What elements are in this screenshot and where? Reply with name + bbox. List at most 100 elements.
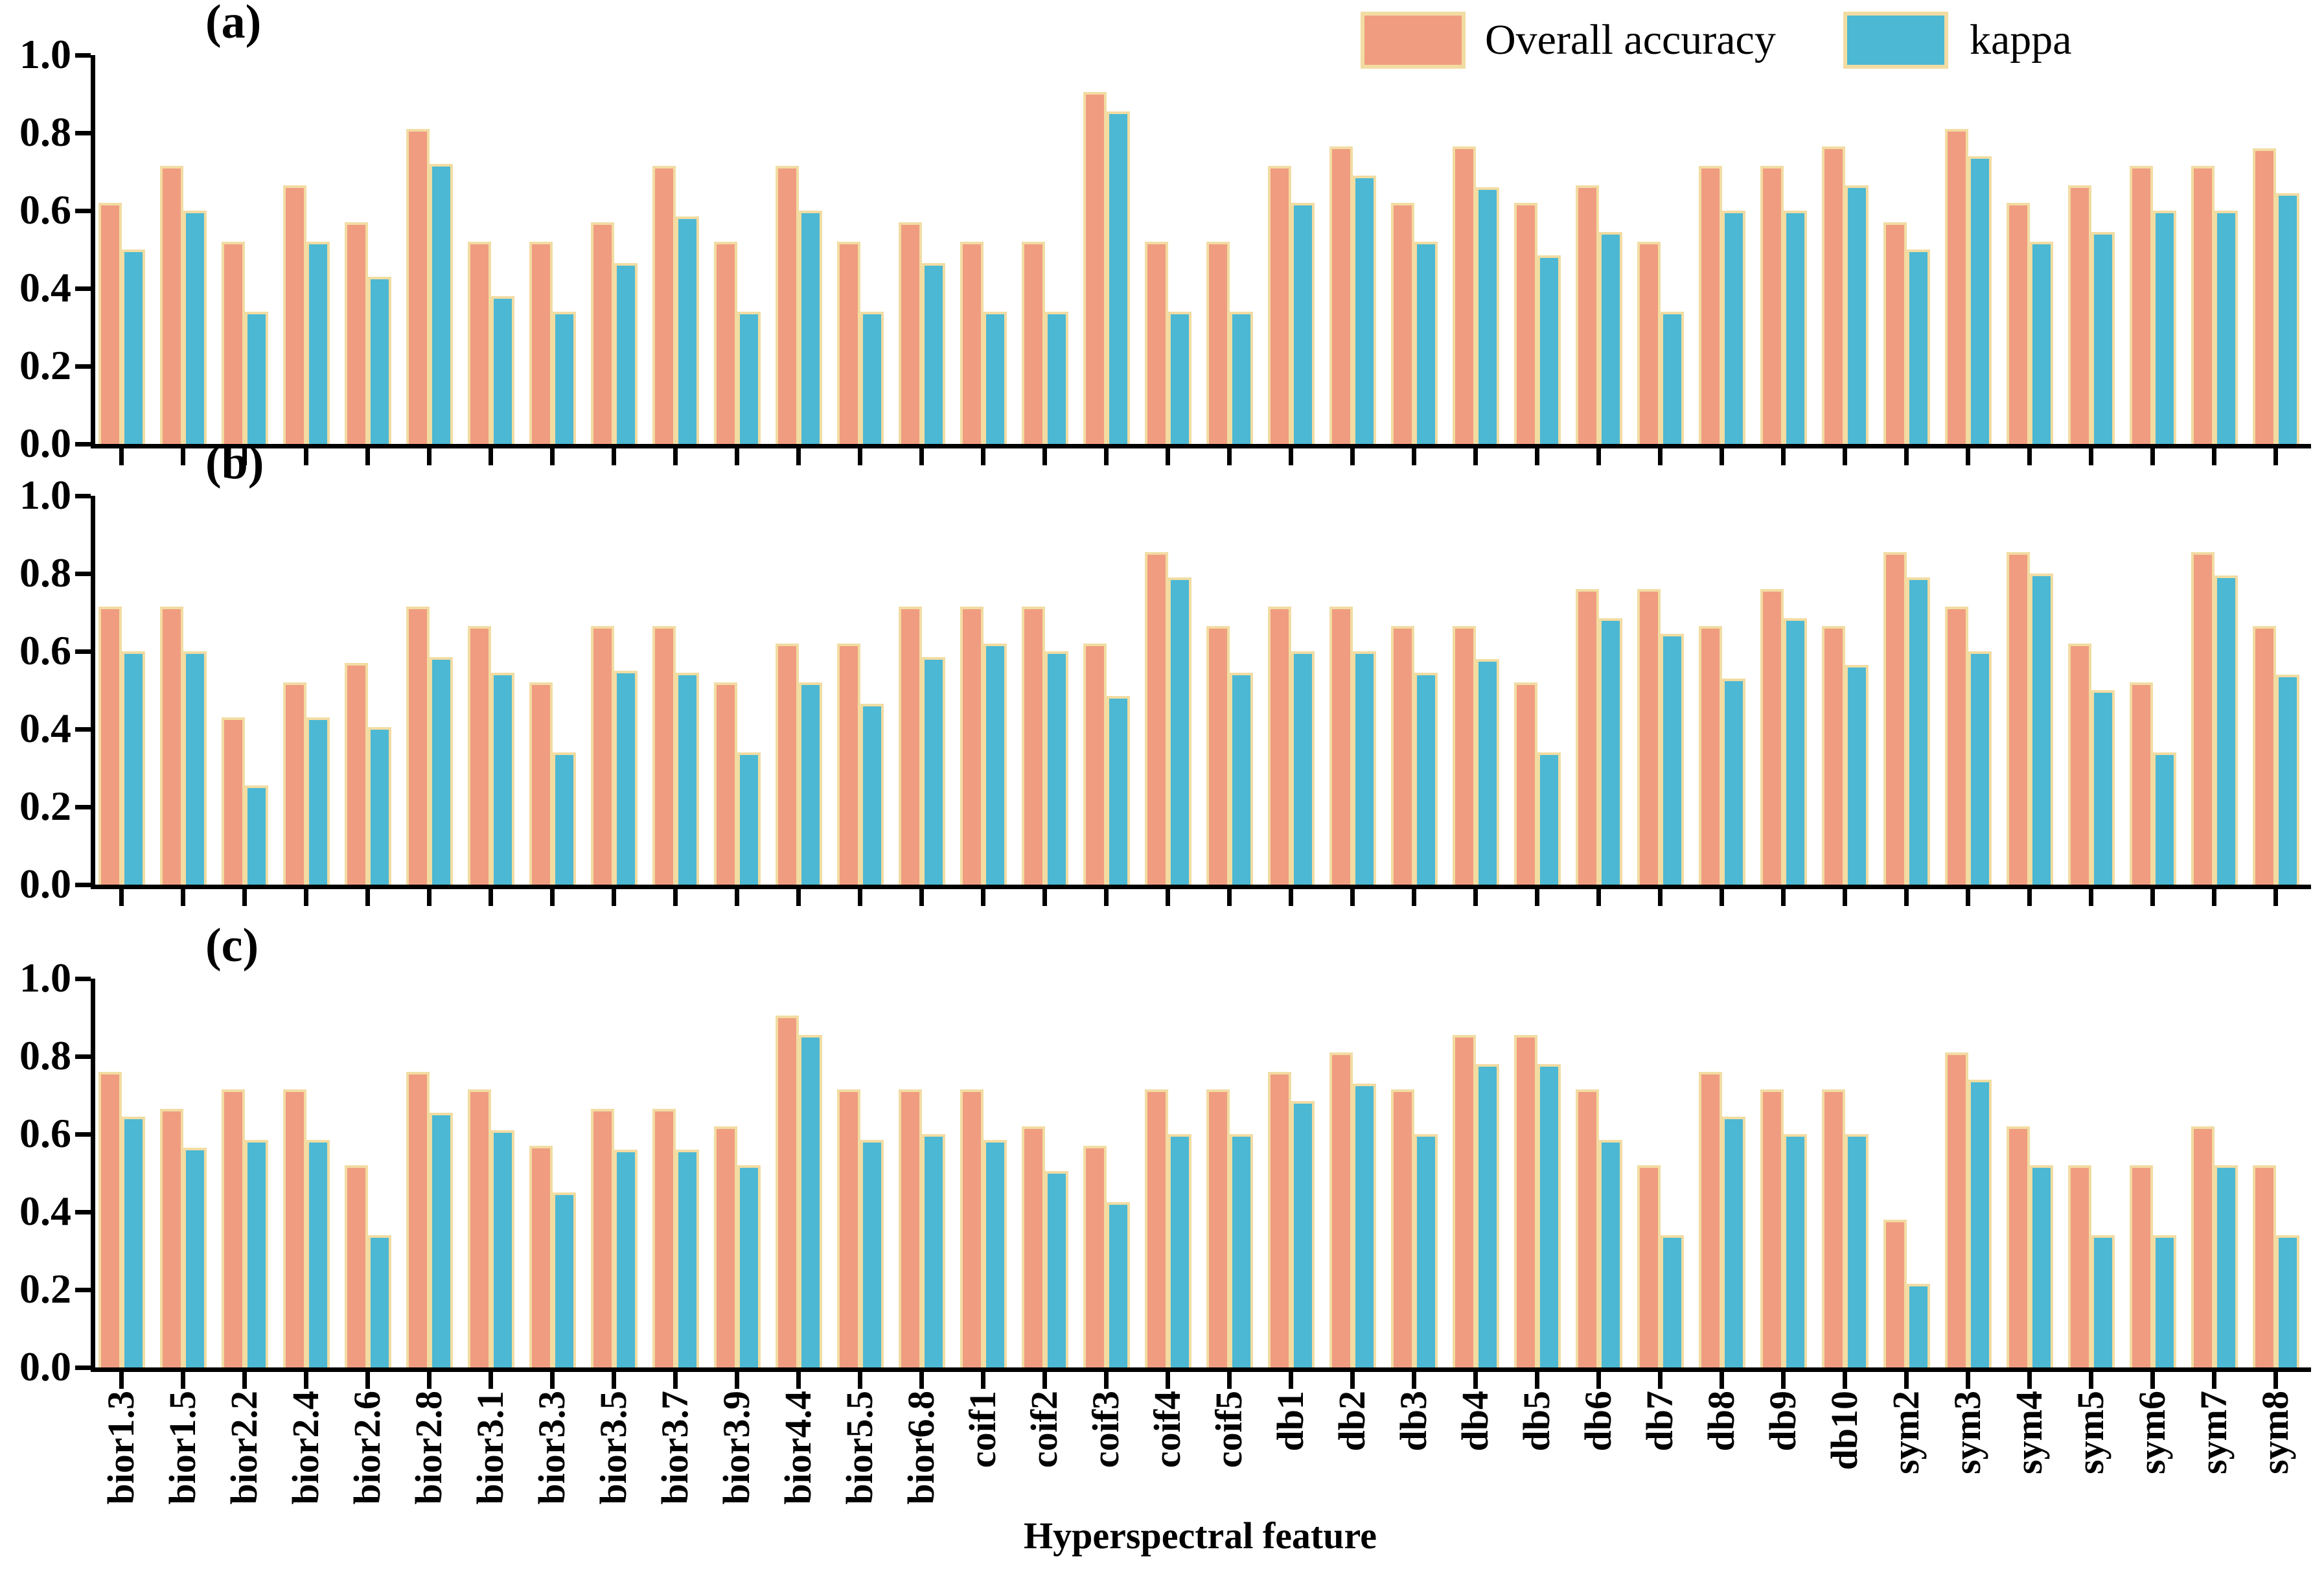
bar-kappa-bior1.3 bbox=[121, 651, 145, 885]
bar-overall-accuracy-coif2 bbox=[1021, 1126, 1045, 1367]
x-axis-tick bbox=[2089, 1372, 2093, 1389]
bar-overall-accuracy-db2 bbox=[1329, 1052, 1353, 1367]
x-axis-tick bbox=[119, 889, 124, 906]
y-axis-tick bbox=[75, 364, 91, 369]
x-category-label-coif4: coif4 bbox=[1145, 1391, 1188, 1469]
x-axis-tick bbox=[2273, 448, 2278, 465]
bar-overall-accuracy-db4 bbox=[1452, 1035, 1476, 1367]
x-category-label-db1: db1 bbox=[1269, 1391, 1311, 1452]
y-axis-tick bbox=[75, 286, 91, 291]
y-axis-tick bbox=[75, 1365, 91, 1370]
x-axis-tick bbox=[1535, 1372, 1539, 1389]
bar-kappa-bior2.4 bbox=[306, 242, 330, 444]
legend-label-overall-accuracy: Overall accuracy bbox=[1485, 16, 1776, 64]
bar-kappa-db10 bbox=[1845, 665, 1869, 885]
x-axis-tick bbox=[612, 448, 616, 465]
bar-kappa-db1 bbox=[1291, 203, 1315, 444]
bar-overall-accuracy-db6 bbox=[1575, 185, 1599, 444]
x-axis-tick bbox=[119, 1372, 124, 1389]
x-axis-tick bbox=[1166, 1372, 1170, 1389]
bar-overall-accuracy-coif1 bbox=[960, 242, 984, 444]
bar-kappa-bior3.5 bbox=[614, 671, 638, 885]
x-axis-tick bbox=[1042, 448, 1047, 465]
x-axis-tick bbox=[1720, 889, 1724, 906]
bar-kappa-sym6 bbox=[2152, 211, 2176, 444]
x-axis-tick bbox=[1781, 448, 1786, 465]
bar-overall-accuracy-db7 bbox=[1637, 242, 1661, 444]
bar-overall-accuracy-coif5 bbox=[1206, 1089, 1230, 1367]
x-category-label-bior2.6: bior2.6 bbox=[345, 1391, 388, 1505]
x-axis-tick bbox=[1042, 1372, 1047, 1389]
y-axis-tick-label: 0.4 bbox=[19, 705, 71, 751]
x-category-label-db2: db2 bbox=[1330, 1391, 1373, 1452]
panel-letter-c: (c) bbox=[205, 919, 259, 972]
bar-kappa-bior5.5 bbox=[860, 312, 884, 444]
bar-overall-accuracy-db8 bbox=[1698, 626, 1722, 885]
bar-overall-accuracy-sym3 bbox=[1944, 1052, 1968, 1367]
x-axis-tick bbox=[1781, 1372, 1786, 1389]
x-axis-tick bbox=[1473, 448, 1478, 465]
x-axis-tick bbox=[427, 448, 431, 465]
bar-overall-accuracy-bior3.5 bbox=[590, 222, 614, 444]
y-axis-tick-label: 0.2 bbox=[19, 342, 71, 388]
bar-overall-accuracy-sym6 bbox=[2129, 1165, 2153, 1367]
x-axis-tick bbox=[304, 1372, 308, 1389]
bar-kappa-bior3.7 bbox=[675, 1150, 699, 1367]
bar-overall-accuracy-sym8 bbox=[2252, 1165, 2276, 1367]
bar-kappa-sym3 bbox=[1968, 1080, 1992, 1367]
bar-kappa-coif3 bbox=[1106, 696, 1130, 885]
bar-kappa-bior6.8 bbox=[921, 657, 945, 885]
bar-kappa-bior3.1 bbox=[490, 1130, 514, 1367]
x-axis-tick bbox=[365, 1372, 370, 1389]
bar-kappa-bior5.5 bbox=[860, 1140, 884, 1367]
bar-overall-accuracy-sym2 bbox=[1883, 552, 1907, 885]
bar-kappa-coif1 bbox=[983, 312, 1007, 444]
x-category-label-sym5: sym5 bbox=[2069, 1391, 2111, 1474]
x-category-label-db4: db4 bbox=[1453, 1391, 1496, 1452]
bar-kappa-bior1.3 bbox=[121, 250, 145, 444]
bar-kappa-db4 bbox=[1475, 187, 1499, 444]
x-category-label-sym4: sym4 bbox=[2007, 1391, 2050, 1474]
x-axis-tick bbox=[550, 1372, 555, 1389]
bar-kappa-coif2 bbox=[1044, 651, 1068, 885]
x-category-label-db10: db10 bbox=[1823, 1391, 1865, 1470]
bar-overall-accuracy-coif2 bbox=[1021, 607, 1045, 885]
x-axis-tick bbox=[427, 1372, 431, 1389]
bar-kappa-db6 bbox=[1598, 1140, 1622, 1367]
bar-overall-accuracy-coif1 bbox=[960, 607, 984, 885]
bar-overall-accuracy-bior1.3 bbox=[98, 607, 122, 885]
bar-kappa-coif2 bbox=[1044, 1171, 1068, 1367]
bar-overall-accuracy-bior2.6 bbox=[344, 663, 368, 885]
bar-kappa-sym7 bbox=[2214, 1165, 2238, 1367]
bar-kappa-db7 bbox=[1660, 312, 1684, 444]
y-axis-tick-label: 0.8 bbox=[19, 1032, 71, 1078]
bar-overall-accuracy-bior1.3 bbox=[98, 203, 122, 444]
y-axis-tick-label: 0.2 bbox=[19, 1266, 71, 1312]
bar-overall-accuracy-bior5.5 bbox=[836, 644, 860, 885]
bar-kappa-db5 bbox=[1537, 752, 1561, 885]
x-axis-tick bbox=[796, 889, 801, 906]
bar-kappa-db5 bbox=[1537, 1064, 1561, 1367]
y-axis-tick bbox=[75, 208, 91, 213]
bar-overall-accuracy-db5 bbox=[1513, 1035, 1537, 1367]
x-axis-tick bbox=[1781, 889, 1786, 906]
x-axis-tick bbox=[796, 1372, 801, 1389]
x-axis-tick bbox=[2089, 889, 2093, 906]
bar-kappa-bior6.8 bbox=[921, 263, 945, 444]
x-axis-tick bbox=[1843, 889, 1847, 906]
x-axis-tick bbox=[2150, 1372, 2155, 1389]
y-axis-tick-label: 0.6 bbox=[19, 627, 71, 673]
x-axis-tick bbox=[612, 1372, 616, 1389]
y-axis-tick-label: 0.4 bbox=[19, 1188, 71, 1234]
bar-overall-accuracy-bior6.8 bbox=[898, 1089, 922, 1367]
x-axis-tick bbox=[304, 448, 308, 465]
bar-kappa-bior2.6 bbox=[367, 1235, 391, 1367]
bar-overall-accuracy-bior3.7 bbox=[652, 166, 676, 444]
x-axis-tick bbox=[1350, 889, 1355, 906]
bar-overall-accuracy-bior2.8 bbox=[406, 1072, 430, 1367]
x-axis-tick bbox=[2212, 448, 2216, 465]
x-category-label-sym2: sym2 bbox=[1884, 1391, 1927, 1474]
x-category-label-db9: db9 bbox=[1761, 1391, 1804, 1452]
bar-overall-accuracy-bior3.7 bbox=[652, 626, 676, 885]
bar-overall-accuracy-coif4 bbox=[1144, 242, 1168, 444]
